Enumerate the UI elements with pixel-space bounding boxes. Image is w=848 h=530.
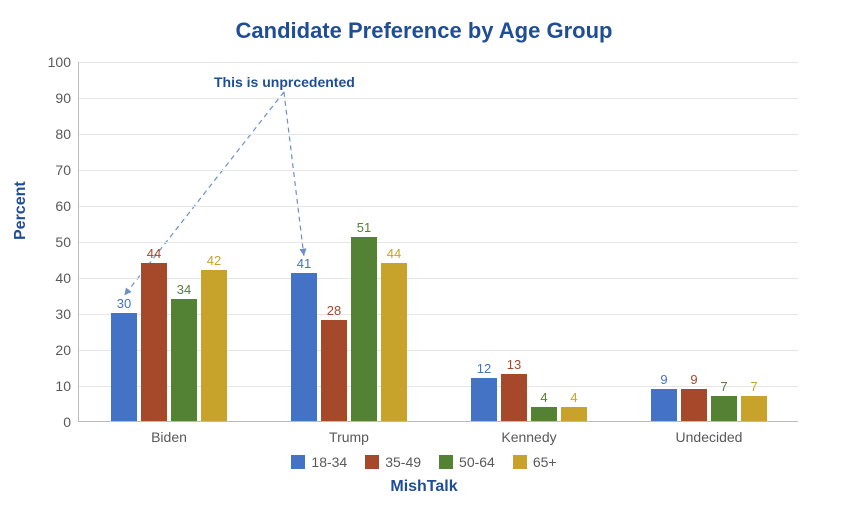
plot-area: This is unprcedented 0102030405060708090… bbox=[78, 62, 798, 422]
legend-swatch bbox=[291, 455, 305, 469]
chart-title: Candidate Preference by Age Group bbox=[0, 0, 848, 44]
bar-value-label: 7 bbox=[720, 379, 727, 396]
bar: 41 bbox=[291, 273, 317, 421]
bar-value-label: 28 bbox=[327, 303, 341, 320]
bar-value-label: 4 bbox=[570, 390, 577, 407]
footer-brand: MishTalk bbox=[0, 478, 848, 496]
bar: 51 bbox=[351, 237, 377, 421]
bar-value-label: 12 bbox=[477, 361, 491, 378]
legend-label: 35-49 bbox=[385, 454, 421, 470]
y-tick-label: 0 bbox=[39, 414, 79, 430]
legend: 18-34 35-49 50-64 65+ bbox=[0, 454, 848, 470]
y-tick-label: 40 bbox=[39, 270, 79, 286]
y-tick-label: 30 bbox=[39, 306, 79, 322]
y-tick-label: 90 bbox=[39, 90, 79, 106]
x-tick-label: Biden bbox=[151, 421, 187, 445]
bar: 7 bbox=[741, 396, 767, 421]
bar: 13 bbox=[501, 374, 527, 421]
bar: 9 bbox=[651, 389, 677, 421]
y-axis-label: Percent bbox=[12, 181, 30, 240]
bar: 28 bbox=[321, 320, 347, 421]
legend-label: 65+ bbox=[533, 454, 557, 470]
bar: 9 bbox=[681, 389, 707, 421]
bar: 30 bbox=[111, 313, 137, 421]
bar: 42 bbox=[201, 270, 227, 421]
bar-value-label: 4 bbox=[540, 390, 547, 407]
bar: 44 bbox=[381, 263, 407, 421]
legend-swatch bbox=[513, 455, 527, 469]
bar: 12 bbox=[471, 378, 497, 421]
bar-value-label: 42 bbox=[207, 253, 221, 270]
bar: 44 bbox=[141, 263, 167, 421]
x-tick-label: Trump bbox=[329, 421, 369, 445]
bar-group: Kennedy121344 bbox=[439, 62, 619, 421]
legend-item: 50-64 bbox=[439, 454, 495, 470]
legend-item: 18-34 bbox=[291, 454, 347, 470]
y-tick-label: 100 bbox=[39, 54, 79, 70]
x-tick-label: Kennedy bbox=[501, 421, 556, 445]
bar-value-label: 30 bbox=[117, 296, 131, 313]
legend-label: 18-34 bbox=[311, 454, 347, 470]
bar-value-label: 7 bbox=[750, 379, 757, 396]
bar: 4 bbox=[561, 407, 587, 421]
bar-value-label: 44 bbox=[147, 246, 161, 263]
bar: 4 bbox=[531, 407, 557, 421]
bar-value-label: 51 bbox=[357, 220, 371, 237]
y-tick-label: 80 bbox=[39, 126, 79, 142]
bar: 34 bbox=[171, 299, 197, 421]
bar-value-label: 34 bbox=[177, 282, 191, 299]
bar-value-label: 41 bbox=[297, 256, 311, 273]
bar-value-label: 9 bbox=[660, 372, 667, 389]
legend-item: 35-49 bbox=[365, 454, 421, 470]
y-tick-label: 60 bbox=[39, 198, 79, 214]
bar-value-label: 9 bbox=[690, 372, 697, 389]
bar-group: Undecided9977 bbox=[619, 62, 799, 421]
y-tick-label: 10 bbox=[39, 378, 79, 394]
y-tick-label: 50 bbox=[39, 234, 79, 250]
legend-swatch bbox=[439, 455, 453, 469]
bar-value-label: 13 bbox=[507, 357, 521, 374]
bar-group: Trump41285144 bbox=[259, 62, 439, 421]
bar: 7 bbox=[711, 396, 737, 421]
bar-group: Biden30443442 bbox=[79, 62, 259, 421]
x-tick-label: Undecided bbox=[676, 421, 743, 445]
legend-item: 65+ bbox=[513, 454, 557, 470]
bar-value-label: 44 bbox=[387, 246, 401, 263]
y-tick-label: 20 bbox=[39, 342, 79, 358]
y-tick-label: 70 bbox=[39, 162, 79, 178]
legend-label: 50-64 bbox=[459, 454, 495, 470]
legend-swatch bbox=[365, 455, 379, 469]
